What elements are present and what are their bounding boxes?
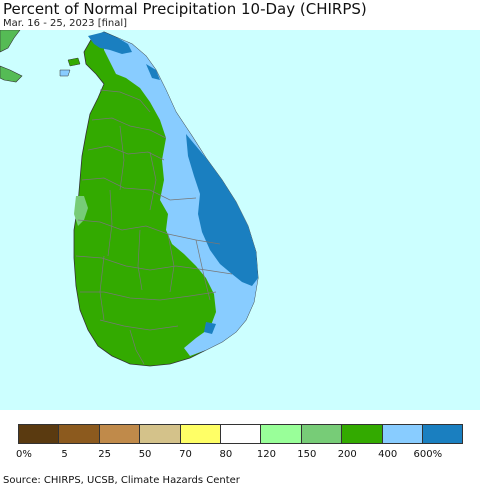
legend-tick-label: 80	[219, 449, 233, 460]
precipitation-map	[0, 30, 480, 410]
blue-region-south	[204, 322, 216, 334]
legend-tick-label: 600%	[413, 449, 443, 460]
source-credit: Source: CHIRPS, UCSB, Climate Hazards Ce…	[3, 475, 240, 486]
legend-swatch	[260, 424, 302, 444]
legend-swatch	[98, 424, 141, 444]
legend-swatch	[300, 424, 343, 444]
blue-region-east	[186, 134, 258, 286]
legend-swatch	[381, 424, 423, 444]
india-coast-lower	[0, 65, 23, 83]
legend-swatch	[220, 424, 262, 444]
legend-tick-label: 0%	[16, 449, 32, 460]
legend-tick-label: 200	[337, 449, 357, 460]
map-subtitle: Mar. 16 - 25, 2023 [final]	[3, 18, 128, 29]
india-coast	[0, 30, 21, 53]
legend-tick-label: 70	[179, 449, 192, 460]
light-blue-region	[104, 36, 258, 356]
blue-region-northeast	[146, 64, 160, 80]
legend-tick-label: 25	[98, 449, 112, 460]
legend-tick-label: 400	[378, 449, 398, 460]
map-title: Percent of Normal Precipitation 10-Day (…	[3, 0, 367, 18]
legend-swatch	[58, 424, 100, 444]
legend-tick-label: 5	[61, 449, 68, 460]
blue-region-north	[88, 32, 132, 54]
island	[59, 69, 71, 77]
legend-swatch	[18, 424, 60, 444]
legend-swatch	[341, 424, 383, 444]
legend-tick-label: 120	[256, 449, 276, 460]
district-boundaries	[75, 89, 233, 365]
map-area	[0, 30, 480, 410]
light-green-region	[74, 196, 88, 226]
legend	[18, 424, 464, 446]
legend-swatch	[139, 424, 181, 444]
legend-tick-label: 150	[297, 449, 317, 460]
legend-tick-label: 50	[138, 449, 152, 460]
legend-swatch	[422, 424, 464, 444]
legend-swatch	[179, 424, 221, 444]
island	[67, 57, 81, 67]
